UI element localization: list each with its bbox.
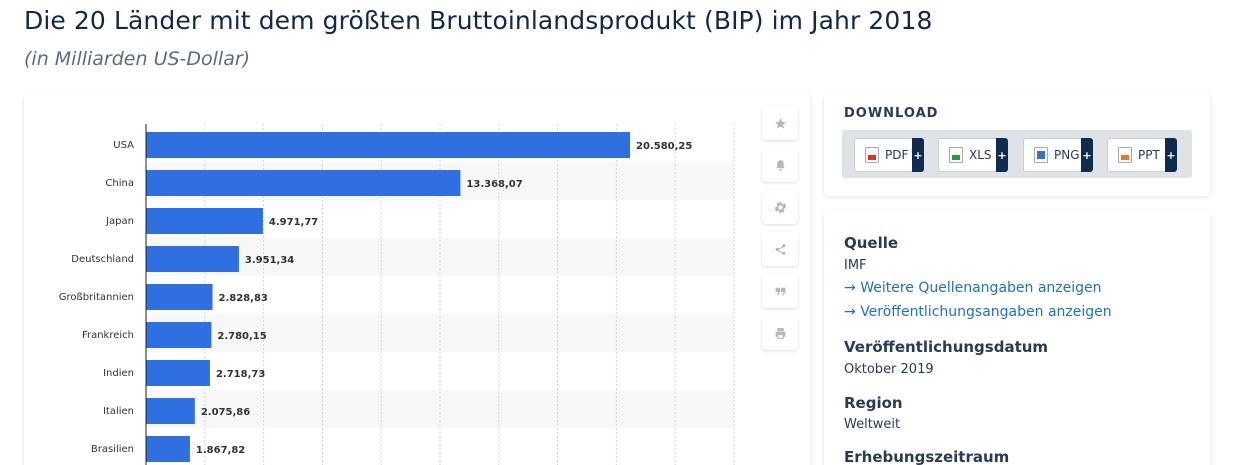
print-button[interactable] [762, 316, 798, 350]
plus-icon: + [1165, 138, 1177, 172]
settings-button[interactable] [762, 190, 798, 224]
value-label-5: 2.780,15 [217, 331, 266, 342]
bar-5 [146, 322, 212, 348]
download-ppt-button[interactable]: PPT + [1107, 138, 1177, 172]
bar-2 [146, 208, 263, 234]
bar-8 [146, 436, 190, 462]
value-label-0: 20.580,25 [636, 141, 692, 152]
source-info-panel: Quelle IMF → Weitere Quellenangaben anze… [824, 212, 1210, 465]
category-label-7: Italien [103, 406, 134, 417]
value-label-8: 1.867,82 [196, 445, 245, 456]
category-label-2: Japan [105, 216, 134, 227]
bar-7 [146, 398, 195, 424]
download-pdf-button[interactable]: PDF + [854, 138, 924, 172]
source-value: IMF [844, 258, 867, 273]
gear-icon [774, 201, 786, 213]
png-file-icon [1034, 147, 1048, 163]
value-label-4: 2.828,83 [219, 293, 268, 304]
period-heading: Erhebungszeitraum [844, 448, 1010, 465]
publication-details-link-label: Veröffentlichungsangaben anzeigen [860, 304, 1112, 320]
category-label-0: USA [113, 140, 134, 151]
plus-icon: + [1081, 138, 1093, 172]
star-icon [774, 117, 786, 128]
download-png-label: PNG [1054, 148, 1080, 162]
bar-chart: USA 20.580,25 China 13.368,07 Japan 4.971,77 D… [59, 124, 735, 465]
download-bar: PDF + XLS + PNG + PPT + [842, 130, 1192, 178]
chart-toolbar [762, 106, 798, 358]
bar-1 [146, 170, 461, 196]
bar-6 [146, 360, 210, 386]
region-heading: Region [844, 394, 903, 412]
page-title: Die 20 Länder mit dem größten Bruttoinla… [24, 6, 933, 35]
pubdate-heading: Veröffentlichungsdatum [844, 338, 1049, 356]
bar-4 [146, 284, 213, 310]
category-label-8: Brasilien [91, 444, 134, 455]
category-label-6: Indien [103, 368, 134, 379]
download-pdf-label: PDF [885, 148, 909, 162]
quote-icon [775, 287, 785, 295]
value-label-2: 4.971,77 [269, 217, 318, 228]
category-label-1: China [105, 178, 134, 189]
print-icon [775, 327, 785, 339]
value-label-3: 3.951,34 [245, 255, 294, 266]
download-ppt-label: PPT [1138, 148, 1160, 162]
value-label-7: 2.075,86 [201, 407, 250, 418]
download-png-button[interactable]: PNG + [1023, 138, 1093, 172]
download-panel: DOWNLOAD PDF + XLS + PNG + PPT + [824, 94, 1210, 196]
category-label-4: Großbritannien [59, 292, 134, 303]
plus-icon: + [912, 138, 924, 172]
bar-3 [146, 246, 239, 272]
notification-button[interactable] [762, 148, 798, 182]
pdf-file-icon [865, 147, 879, 163]
publication-details-link[interactable]: → Veröffentlichungsangaben anzeigen [844, 304, 1112, 320]
value-label-1: 13.368,07 [466, 179, 522, 190]
value-label-6: 2.718,73 [216, 369, 265, 380]
bell-icon [775, 159, 785, 171]
pubdate-value: Oktober 2019 [844, 362, 934, 377]
download-xls-button[interactable]: XLS + [938, 138, 1008, 172]
cite-button[interactable] [762, 274, 798, 308]
more-sources-link-label: Weitere Quellenangaben anzeigen [860, 280, 1102, 296]
arrow-right-icon: → [844, 280, 861, 296]
download-xls-label: XLS [969, 148, 992, 162]
plus-icon: + [996, 138, 1008, 172]
xls-file-icon [949, 147, 963, 163]
category-label-3: Deutschland [71, 254, 134, 265]
page-subtitle: (in Milliarden US-Dollar) [24, 48, 251, 70]
source-heading: Quelle [844, 234, 899, 252]
category-label-5: Frankreich [82, 330, 134, 341]
download-title: DOWNLOAD [844, 106, 939, 121]
chart-card: USA 20.580,25 China 13.368,07 Japan 4.971,77 D… [24, 94, 810, 465]
arrow-right-icon: → [844, 304, 861, 320]
more-sources-link[interactable]: → Weitere Quellenangaben anzeigen [844, 280, 1102, 296]
favorite-button[interactable] [762, 106, 798, 140]
ppt-file-icon [1118, 147, 1132, 163]
region-value: Weltweit [844, 417, 901, 432]
bar-0 [146, 132, 631, 158]
share-button[interactable] [762, 232, 798, 266]
share-icon [775, 243, 785, 255]
